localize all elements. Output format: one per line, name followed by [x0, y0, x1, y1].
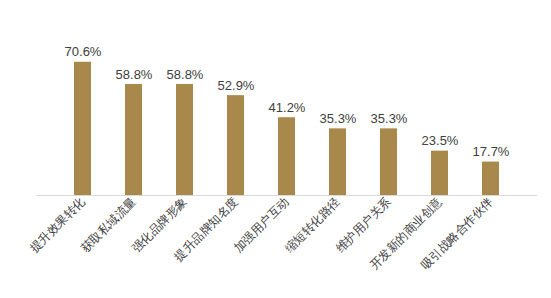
svg-text:吸引战略合作伙伴: 吸引战略合作伙伴	[418, 194, 496, 272]
svg-text:开发新的商业创意: 开发新的商业创意	[367, 194, 445, 273]
svg-text:35.3%: 35.3%	[371, 111, 408, 126]
svg-text:获取私域流量: 获取私域流量	[78, 194, 139, 256]
svg-text:缩短转化路径: 缩短转化路径	[282, 194, 343, 256]
svg-text:17.7%: 17.7%	[473, 144, 510, 159]
svg-text:加强用户互动: 加强用户互动	[231, 194, 292, 256]
svg-text:提升效果转化: 提升效果转化	[27, 194, 88, 256]
svg-text:52.9%: 52.9%	[218, 78, 255, 93]
svg-text:58.8%: 58.8%	[116, 67, 153, 82]
svg-text:维护用户关系: 维护用户关系	[333, 194, 394, 256]
svg-text:70.6%: 70.6%	[65, 44, 102, 59]
svg-text:41.2%: 41.2%	[269, 100, 306, 115]
svg-text:23.5%: 23.5%	[422, 133, 459, 148]
svg-text:强化品牌形象: 强化品牌形象	[129, 194, 190, 256]
svg-text:35.3%: 35.3%	[320, 111, 357, 126]
svg-text:58.8%: 58.8%	[167, 67, 204, 82]
svg-text:提升品牌知名度: 提升品牌知名度	[172, 194, 241, 263]
